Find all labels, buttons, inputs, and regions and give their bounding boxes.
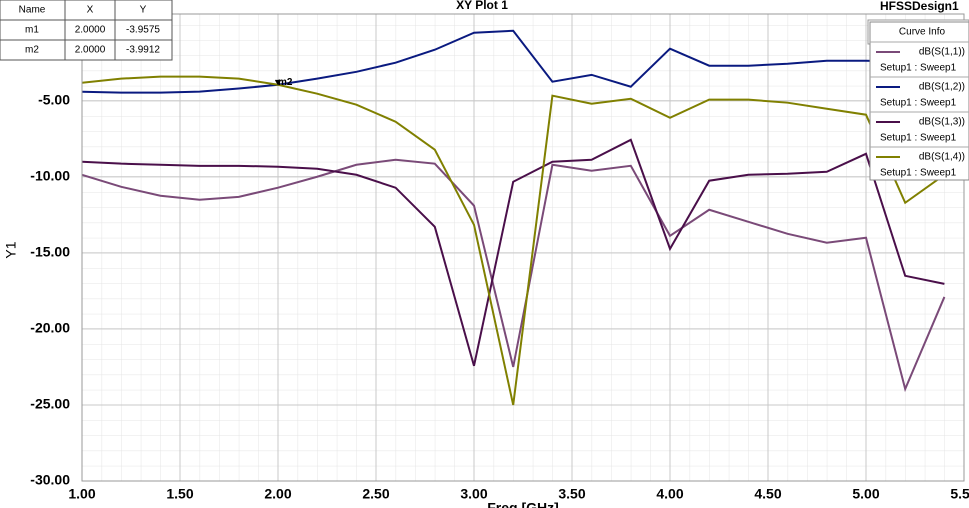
table-cell: m2 bbox=[25, 45, 39, 56]
x-axis-label: Freq [GHz] bbox=[487, 500, 559, 508]
minor-grid bbox=[82, 14, 964, 481]
x-tick-label: 3.50 bbox=[558, 486, 585, 502]
chart-title: XY Plot 1 bbox=[456, 0, 508, 12]
legend-label: dB(S(1,4)) bbox=[919, 152, 965, 163]
x-tick-label: 5.00 bbox=[852, 486, 879, 502]
curves bbox=[82, 29, 946, 406]
series-line bbox=[82, 75, 945, 406]
x-tick-label: 5.50 bbox=[950, 486, 969, 502]
y-axis-label: Y1 bbox=[3, 241, 19, 258]
x-tick-label: 4.00 bbox=[656, 486, 683, 502]
y-tick-label: -30.00 bbox=[30, 472, 70, 488]
y-tick-label: -15.00 bbox=[30, 244, 70, 260]
legend-label: dB(S(1,2)) bbox=[919, 82, 965, 93]
marker-table: Name X Ym1 2.0000 -3.9575 m2 2.0000 -3.9912 bbox=[0, 0, 173, 61]
marker-point bbox=[275, 80, 281, 86]
marker-label: m2 bbox=[278, 77, 293, 88]
legend-setup: Setup1 : Sweep1 bbox=[880, 133, 957, 144]
marker-table-frame bbox=[0, 0, 173, 61]
x-tick-label: 3.00 bbox=[460, 486, 487, 502]
x-tick-label: 4.50 bbox=[754, 486, 781, 502]
design-name: HFSSDesign1 bbox=[880, 0, 959, 13]
table-cell: m1 bbox=[25, 25, 39, 36]
y-tick-label: -20.00 bbox=[30, 320, 70, 336]
table-cell: 2.0000 bbox=[75, 45, 106, 56]
legend-setup: Setup1 : Sweep1 bbox=[880, 98, 957, 109]
y-tick-label: -5.00 bbox=[38, 91, 70, 107]
legend-label: dB(S(1,3)) bbox=[919, 117, 965, 128]
x-tick-label: 1.00 bbox=[68, 486, 95, 502]
legend-label: dB(S(1,1)) bbox=[919, 47, 965, 58]
table-cell: -3.9912 bbox=[126, 45, 160, 56]
table-cell: -3.9575 bbox=[126, 25, 160, 36]
table-cell: 2.0000 bbox=[75, 25, 106, 36]
x-tick-label: 1.50 bbox=[166, 486, 193, 502]
legend-setup: Setup1 : Sweep1 bbox=[880, 63, 957, 74]
y-tick-label: -10.00 bbox=[30, 167, 70, 183]
y-tick-label: -25.00 bbox=[30, 396, 70, 412]
series-line bbox=[82, 138, 945, 367]
table-header: Name bbox=[19, 5, 46, 16]
legend-box bbox=[869, 21, 969, 181]
table-header: Y bbox=[140, 5, 147, 16]
plot-frame bbox=[81, 13, 965, 482]
series-line bbox=[82, 158, 946, 393]
x-tick-label: 2.00 bbox=[264, 486, 291, 502]
legend-title: Curve Info bbox=[899, 27, 946, 38]
series-line bbox=[82, 29, 945, 94]
x-tick-label: 2.50 bbox=[362, 486, 389, 502]
table-header: X bbox=[87, 5, 94, 16]
legend: Curve Info dB(S(1,1)) Setup1 : Sweep1 dB(S… bbox=[869, 21, 969, 181]
legend-setup: Setup1 : Sweep1 bbox=[880, 168, 957, 179]
